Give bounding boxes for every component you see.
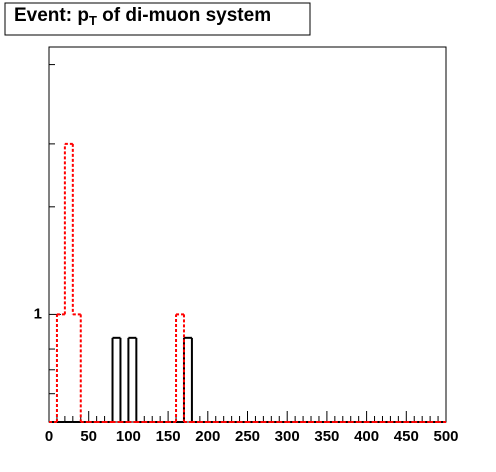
x-tick-label: 250: [235, 428, 260, 445]
title-box: [4, 2, 311, 36]
x-tick-label: 350: [314, 428, 339, 445]
x-tick-label: 150: [156, 428, 181, 445]
y-tick-label: 1: [34, 305, 42, 322]
x-tick-label: 50: [80, 428, 97, 445]
x-tick-label: 450: [394, 428, 419, 445]
x-tick-label: 200: [195, 428, 220, 445]
x-tick-label: 500: [433, 428, 458, 445]
plot-frame: [48, 46, 447, 423]
x-tick-label: 0: [45, 428, 53, 445]
x-tick-label: 100: [116, 428, 141, 445]
chart-title: Event: pT of di-muon system: [14, 5, 271, 28]
x-tick-label: 300: [275, 428, 300, 445]
x-tick-label: 400: [354, 428, 379, 445]
